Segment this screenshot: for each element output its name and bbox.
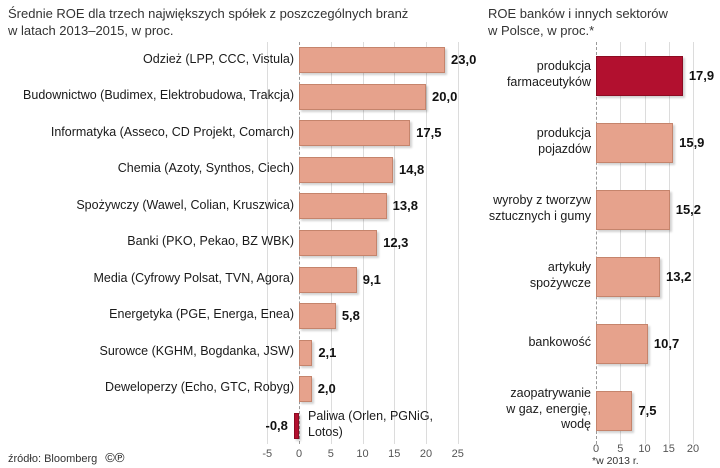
value-label: 15,9 <box>679 134 705 150</box>
grid-line <box>644 42 646 444</box>
axis-tick-label: 25 <box>451 448 464 460</box>
axis-tick-label: 10 <box>356 448 369 460</box>
chart-footnote: *w 2013 r. <box>592 455 639 467</box>
bar <box>299 156 393 183</box>
bar <box>596 122 674 163</box>
bar <box>293 412 299 439</box>
grid-line <box>693 42 694 444</box>
bar <box>299 376 312 403</box>
left-chart-title: Średnie ROE dla trzech największych spół… <box>8 6 409 39</box>
bar <box>299 266 357 293</box>
axis-tick-label: 20 <box>419 448 433 460</box>
right-chart-title: ROE banków i innych sektorów w Polsce, w… <box>488 6 668 39</box>
category-label: Deweloperzy (Echo, GTC, Robyg) <box>105 380 294 395</box>
category-label: Spożywczy (Wawel, Colian, Kruszwica) <box>76 197 294 212</box>
bar <box>596 390 633 431</box>
category-label: zaopatrywanie w gaz, energię, wodę <box>506 386 591 432</box>
value-label: 2,0 <box>317 381 336 397</box>
value-label: 5,8 <box>341 308 360 324</box>
bar <box>596 55 683 96</box>
category-label: Media (Cyfrowy Polsat, TVN, Agora) <box>93 270 294 285</box>
source-credit: źródło: Bloomberg ©℗ <box>8 450 124 465</box>
bar <box>299 303 336 330</box>
bar <box>299 47 446 74</box>
bar <box>596 189 670 230</box>
category-label: wyroby z tworzyw sztucznych i gumy <box>488 193 591 223</box>
grid-line <box>394 42 396 444</box>
value-label: 17,9 <box>688 67 715 83</box>
category-label: bankowość <box>528 334 591 349</box>
category-label: Banki (PKO, Pekao, BZ WBK) <box>127 234 294 249</box>
value-label: 12,3 <box>383 235 409 250</box>
grid-line <box>267 42 269 444</box>
value-label: 9,1 <box>362 271 381 287</box>
copyright-icon: © <box>105 450 115 465</box>
category-label: Paliwa (Orlen, PGNiG, Lotos) <box>308 409 434 439</box>
bar <box>299 120 411 147</box>
category-label: produkcja pojazdów <box>536 126 591 156</box>
bar <box>299 339 313 366</box>
value-label: 2,1 <box>318 344 337 360</box>
axis-tick-label: 0 <box>295 448 303 460</box>
value-label: 23,0 <box>451 52 477 68</box>
value-label: 20,0 <box>432 88 458 104</box>
value-label: 17,5 <box>416 125 442 141</box>
category-label: Surowce (KGHM, Bogdanka, JSW) <box>99 343 294 358</box>
value-label: 13,8 <box>392 198 418 214</box>
category-label: Informatyka (Asseco, CD Projekt, Comarch… <box>50 124 294 139</box>
axis-tick-label: 15 <box>662 443 675 455</box>
grid-line <box>457 42 459 444</box>
value-label: -0,8 <box>265 417 288 433</box>
axis-tick-label: 0 <box>592 443 600 455</box>
category-label: Budownictwo (Budimex, Elektrobudowa, Tra… <box>23 88 294 103</box>
category-label: Chemia (Azoty, Synthos, Ciech) <box>117 161 294 176</box>
axis-tick-label: 15 <box>388 448 401 460</box>
category-label: Energetyka (PGE, Energa, Enea) <box>109 307 294 322</box>
value-label: 10,7 <box>653 335 680 351</box>
bar <box>596 323 648 364</box>
bar <box>596 256 661 297</box>
axis-tick-label: 20 <box>686 443 700 455</box>
zero-axis-line <box>596 42 597 444</box>
category-label: produkcja farmaceutyków <box>506 59 591 89</box>
axis-tick-label: -5 <box>262 448 273 460</box>
grid-line <box>426 42 427 444</box>
axis-tick-label: 5 <box>617 443 624 455</box>
axis-tick-label: 5 <box>327 448 334 460</box>
bar <box>299 230 378 256</box>
bar <box>299 83 426 110</box>
category-label: artykuły spożywcze <box>529 260 591 290</box>
value-label: 15,2 <box>675 201 702 217</box>
grid-line <box>668 42 670 444</box>
value-label: 7,5 <box>638 402 657 418</box>
category-label: Odzież (LPP, CCC, Vistula) <box>143 51 294 66</box>
value-label: 13,2 <box>666 268 692 284</box>
axis-tick-label: 10 <box>638 443 651 455</box>
grid-line <box>620 42 622 444</box>
bar <box>299 193 387 220</box>
value-label: 14,8 <box>398 161 425 177</box>
source-text: źródło: Bloomberg <box>8 453 98 465</box>
phonogram-icon: ℗ <box>114 450 125 465</box>
